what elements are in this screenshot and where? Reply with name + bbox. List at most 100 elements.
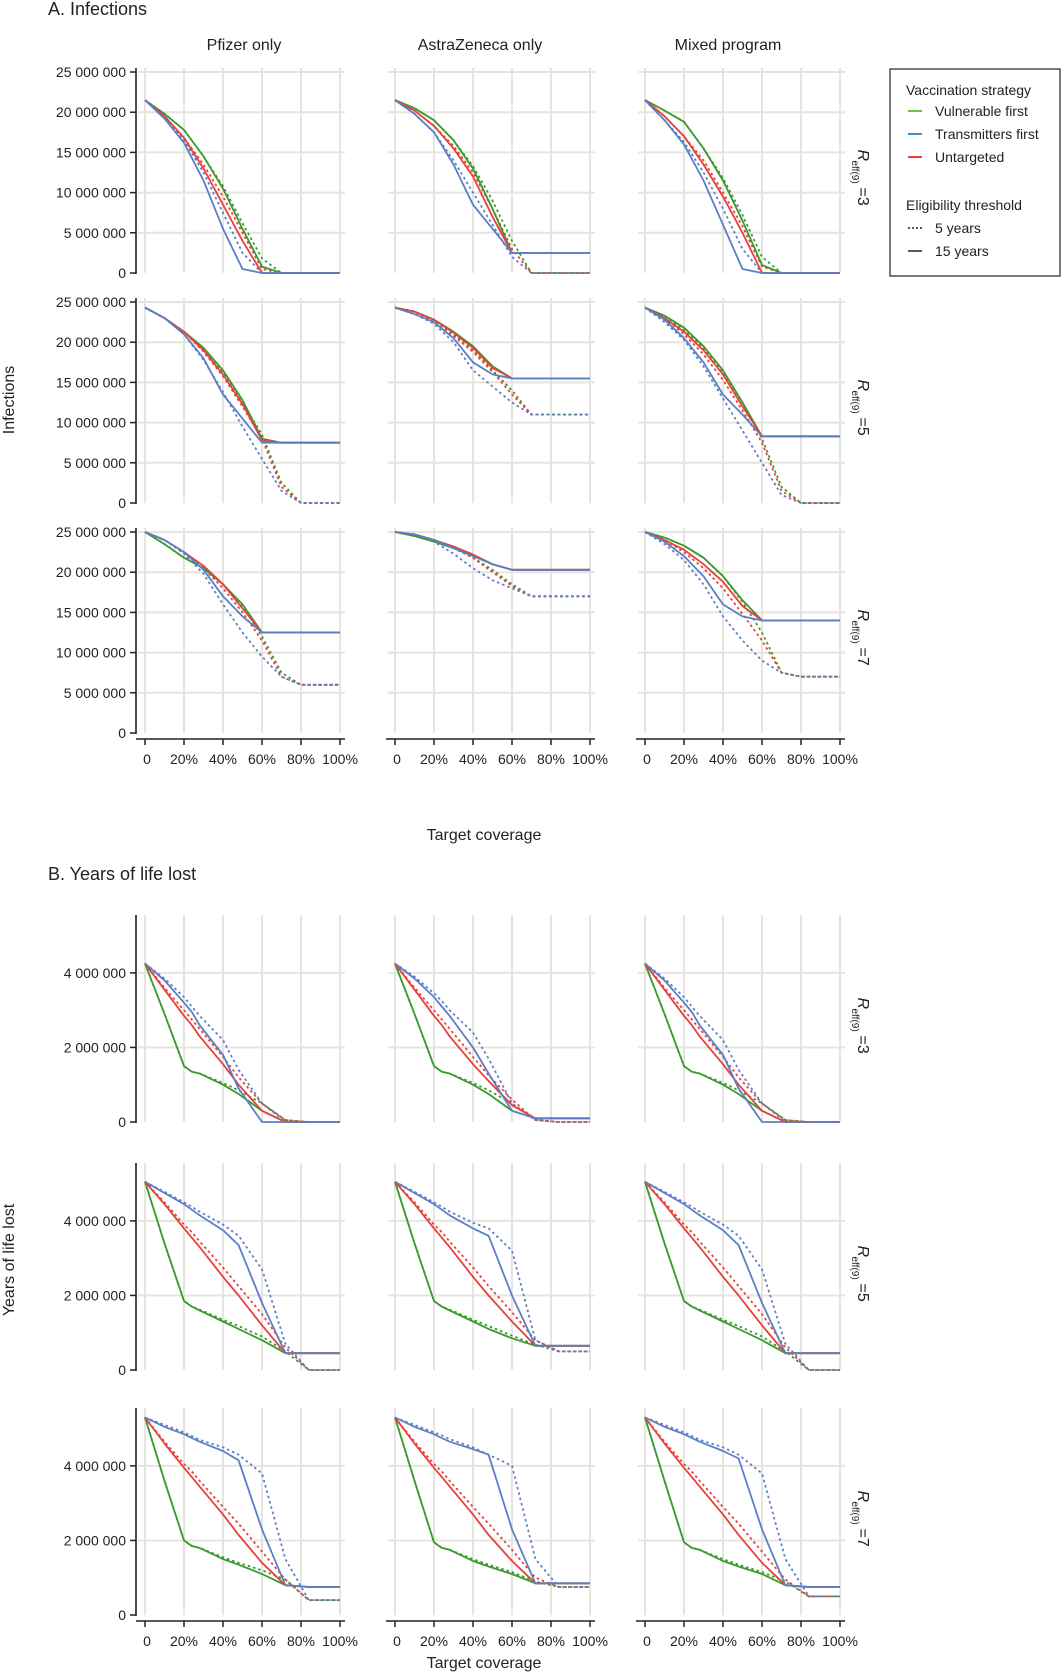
vulnerable-first-5years-line (644, 1181, 840, 1371)
r-subscript: eff(9) (849, 1502, 860, 1525)
transmitters-first-15years-line (394, 306, 590, 380)
transmitters-first-5years-line (644, 531, 840, 678)
r-symbol: R (854, 998, 871, 1010)
x-tick-label: 100% (572, 751, 608, 767)
y-tick-label: 0 (118, 265, 126, 281)
legend-label-15years: 15 years (935, 243, 989, 259)
x-tick-label: 80% (537, 1633, 565, 1649)
transmitters-first-5years-line (144, 962, 340, 1123)
x-tick-label: 20% (670, 1633, 698, 1649)
r-subscript: eff(9) (849, 391, 860, 414)
transmitters-first-5years-line (394, 962, 590, 1123)
untargeted-15years-line (644, 1181, 840, 1355)
vulnerable-first-15years-line (144, 963, 340, 1123)
untargeted-15years-line (394, 1181, 590, 1347)
transmitters-first-5years-line (144, 531, 340, 686)
legend-label-untargeted: Untargeted (935, 149, 1004, 165)
y-tick-label: 10 000 000 (56, 415, 126, 431)
y-tick-label: 20 000 000 (56, 334, 126, 350)
panel-3-r3-c1 (388, 915, 595, 1123)
untargeted-5years-line (394, 1181, 590, 1353)
vulnerable-first-15years-line (644, 963, 840, 1123)
panel-3-r5-c1 (388, 298, 595, 503)
col-header-astrazeneca: AstraZeneca only (418, 37, 543, 54)
r-value: =5 (854, 1284, 871, 1302)
transmitters-first-5years-line (644, 1180, 840, 1371)
transmitters-first-15years-line (644, 1416, 840, 1588)
untargeted-5years-line (394, 306, 590, 416)
untargeted-5years-line (394, 99, 590, 274)
x-tick-label: 20% (420, 751, 448, 767)
untargeted-15years-line (394, 1416, 590, 1585)
x-tick-label: 80% (537, 751, 565, 767)
x-tick-label: 40% (709, 751, 737, 767)
transmitters-first-15years-line (144, 1416, 340, 1588)
transmitters-first-15years-line (644, 531, 840, 622)
y-tick-label: 0 (118, 725, 126, 741)
x-tick-label: 0 (143, 751, 151, 767)
r-symbol: R (854, 150, 871, 162)
vulnerable-first-5years-line (394, 1181, 590, 1353)
untargeted-15years-line (144, 963, 340, 1123)
vulnerable-first-15years-line (644, 1181, 840, 1355)
untargeted-5years-line (644, 1181, 840, 1371)
x-axis-label-a: Target coverage (427, 827, 542, 844)
y-tick-label: 0 (118, 1362, 126, 1378)
x-tick-label: 20% (670, 751, 698, 767)
x-tick-label: 0 (393, 751, 401, 767)
untargeted-5years-line (394, 1416, 590, 1588)
vulnerable-first-5years-line (644, 963, 840, 1123)
untargeted-5years-line (644, 1416, 840, 1598)
transmitters-first-5years-line (144, 1416, 340, 1601)
transmitters-first-5years-line (644, 962, 840, 1123)
panel-3-r5-c0: 0 5 000 000 10 000 000 15 000 000 20 000 000… (56, 294, 345, 511)
panel-3-r7-c1: 0 20% 40% 60% 80% 100% (386, 1408, 608, 1649)
col-header-mixed: Mixed program (675, 37, 782, 54)
x-tick-label: 80% (287, 751, 315, 767)
panel-3-r7-c2: 0 20% 40% 60% 80% 100% (636, 528, 858, 767)
legend-label-5years: 5 years (935, 220, 981, 236)
vulnerable-first-15years-line (394, 1417, 590, 1585)
x-tick-label: 40% (459, 751, 487, 767)
r-subscript: eff(9) (849, 1009, 860, 1032)
untargeted-15years-line (644, 1416, 840, 1588)
x-tick-label: 80% (787, 1633, 815, 1649)
r-subscript: eff(9) (849, 1257, 860, 1280)
r-value: =7 (854, 648, 871, 666)
vulnerable-first-5years-line (394, 1417, 590, 1588)
y-tick-label: 2 000 000 (64, 1287, 126, 1303)
untargeted-15years-line (144, 1181, 340, 1355)
x-tick-label: 0 (143, 1633, 151, 1649)
y-tick-label: 2 000 000 (64, 1532, 126, 1548)
transmitters-first-5years-line (394, 306, 590, 416)
y-tick-label: 5 000 000 (64, 225, 126, 241)
panel-3-r7-c0: 0 2 000 000 4 000 000 0 20% 40% 60% 80% 100% (64, 1408, 358, 1649)
legend-label-vulnerable: Vulnerable first (935, 103, 1028, 119)
panel-3-r3-c2 (638, 915, 845, 1123)
untargeted-5years-line (144, 963, 340, 1123)
y-tick-label: 0 (118, 1607, 126, 1623)
untargeted-5years-line (144, 531, 340, 686)
untargeted-15years-line (644, 531, 840, 622)
transmitters-first-5years-line (394, 1180, 590, 1353)
x-tick-label: 20% (170, 751, 198, 767)
panel-3-r5-c2 (638, 1163, 845, 1371)
col-header-pfizer: Pfizer only (207, 37, 282, 54)
untargeted-5years-line (144, 1416, 340, 1601)
x-tick-label: 100% (322, 751, 358, 767)
r-value: =3 (854, 1036, 871, 1054)
vulnerable-first-5years-line (144, 1181, 340, 1371)
vulnerable-first-5years-line (144, 963, 340, 1123)
x-tick-label: 40% (459, 1633, 487, 1649)
panel-3-r3-c2 (638, 68, 845, 274)
x-tick-label: 100% (322, 1633, 358, 1649)
vulnerable-first-5years-line (394, 306, 590, 416)
panel-3-r3-c0: 0 5 000 000 10 000 000 15 000 000 20 000 000… (56, 64, 345, 281)
y-tick-label: 10 000 000 (56, 185, 126, 201)
